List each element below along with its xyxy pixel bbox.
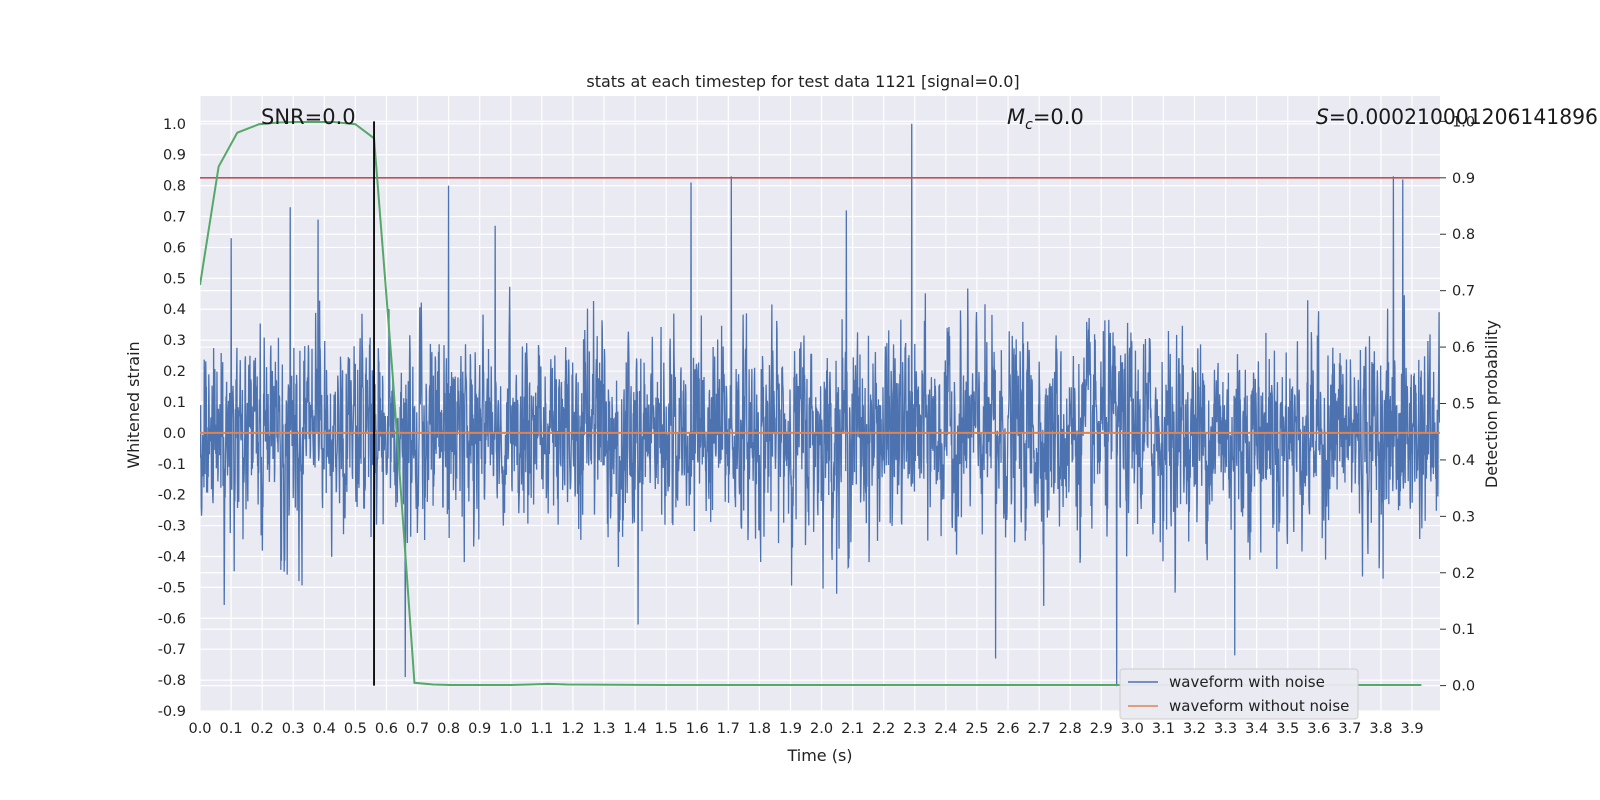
x-tick-label: 3.9 xyxy=(1400,721,1423,737)
y2-tick-label: 0.8 xyxy=(1452,227,1475,243)
x-tick-label: 3.6 xyxy=(1307,721,1330,737)
x-tick-label: 0.9 xyxy=(468,721,491,737)
x-tick-label: 2.8 xyxy=(1059,721,1082,737)
y-tick-label: 0.5 xyxy=(163,271,186,287)
x-tick-label: 3.3 xyxy=(1214,721,1237,737)
x-tick-label: 0.7 xyxy=(406,721,429,737)
waveform-with-noise-line xyxy=(200,123,1440,687)
x-tick-label: 0.4 xyxy=(313,721,336,737)
y2-tick-label: 1.0 xyxy=(1452,114,1475,130)
chart-title: stats at each timestep for test data 112… xyxy=(586,72,1019,91)
x-tick-label: 2.4 xyxy=(934,721,957,737)
x-tick-label: 1.2 xyxy=(561,721,584,737)
x-tick-label: 3.0 xyxy=(1121,721,1144,737)
y-tick-label: 0.8 xyxy=(163,179,186,195)
x-axis-label: Time (s) xyxy=(786,746,852,765)
x-tick-label: 1.8 xyxy=(748,721,771,737)
y-tick-label: 0.6 xyxy=(163,240,186,256)
x-tick-label: 0.3 xyxy=(282,721,305,737)
x-tick-label: 2.5 xyxy=(965,721,988,737)
series-detection-probability xyxy=(200,120,1422,687)
y2-tick-label: 0.0 xyxy=(1452,679,1475,695)
s-annotation: S=0.00021000120614189​6 xyxy=(1316,105,1598,129)
y2-tick-label: 0.9 xyxy=(1452,171,1475,187)
x-tick-label: 0.0 xyxy=(188,721,211,737)
x-tick-label: 1.9 xyxy=(779,721,802,737)
y-tick-label: -0.7 xyxy=(158,642,186,658)
y-tick-label: 0.0 xyxy=(163,426,186,442)
y2-tick-label: 0.4 xyxy=(1452,453,1475,469)
x-tick-label: 0.5 xyxy=(344,721,367,737)
x-tick-label: 1.3 xyxy=(592,721,615,737)
y-tick-label: -0.8 xyxy=(158,673,186,689)
legend-box xyxy=(1119,668,1359,720)
y2-tick-label: 0.2 xyxy=(1452,566,1475,582)
legend: waveform with noise waveform without noi… xyxy=(1119,668,1359,720)
legend-label-noise: waveform with noise xyxy=(1169,673,1325,691)
detection-probability-line xyxy=(200,120,1422,687)
y-tick-label: 0.4 xyxy=(163,302,186,318)
y-axis-ticks: 1.0 0.9 0.8 0.7 0.6 0.5 0.4 0.3 0.2 0.1 0.0 -0.1 -0.… xyxy=(158,117,186,720)
y-tick-label: -0.1 xyxy=(158,457,186,473)
x-tick-label: 1.0 xyxy=(499,721,522,737)
y-tick-label: -0.5 xyxy=(158,580,186,596)
x-tick-label: 0.8 xyxy=(437,721,460,737)
x-tick-label: 2.7 xyxy=(1028,721,1051,737)
y-tick-label: 0.9 xyxy=(163,148,186,164)
x-tick-label: 0.2 xyxy=(251,721,274,737)
y-tick-label: 1.0 xyxy=(163,117,186,133)
x-tick-label: 2.1 xyxy=(841,721,864,737)
y-tick-label: -0.4 xyxy=(158,549,186,565)
x-tick-label: 2.2 xyxy=(872,721,895,737)
x-tick-label: 2.6 xyxy=(996,721,1019,737)
plot-contents xyxy=(200,120,1440,687)
y2-axis-label: Detection probability xyxy=(1482,320,1501,488)
x-tick-label: 3.8 xyxy=(1369,721,1392,737)
y-tick-label: 0.1 xyxy=(163,395,186,411)
y-tick-label: 0.2 xyxy=(163,364,186,380)
y2-axis-ticks: 1.0 0.9 0.8 0.7 0.6 0.5 0.4 0.3 0.2 0.1 0.0 xyxy=(1440,114,1475,695)
x-tick-label: 1.4 xyxy=(624,721,647,737)
x-tick-label: 3.5 xyxy=(1276,721,1299,737)
y2-tick-label: 0.5 xyxy=(1452,397,1475,413)
x-tick-label: 2.9 xyxy=(1090,721,1113,737)
x-tick-label: 2.3 xyxy=(903,721,926,737)
x-tick-label: 3.1 xyxy=(1152,721,1175,737)
y-tick-label: -0.6 xyxy=(158,611,186,627)
x-axis-ticks: 0.0 0.1 0.2 0.3 0.4 0.5 0.6 0.7 0.8 0.9 1.0 1.1 1.2 1… xyxy=(188,721,1423,737)
x-tick-label: 0.1 xyxy=(220,721,243,737)
x-tick-label: 1.6 xyxy=(686,721,709,737)
y-tick-label: 0.7 xyxy=(163,210,186,226)
x-tick-label: 1.7 xyxy=(717,721,740,737)
x-tick-label: 3.7 xyxy=(1338,721,1361,737)
y2-tick-label: 0.3 xyxy=(1452,509,1475,525)
snr-annotation: SNR=0.0 xyxy=(261,105,356,129)
chirp-mass-annotation: Mc=0.0 xyxy=(1007,105,1084,133)
legend-label-clean: waveform without noise xyxy=(1169,697,1349,715)
x-tick-label: 1.1 xyxy=(530,721,553,737)
x-tick-label: 3.4 xyxy=(1245,721,1268,737)
x-tick-label: 0.6 xyxy=(375,721,398,737)
y-tick-label: -0.3 xyxy=(158,519,186,535)
x-tick-label: 1.5 xyxy=(655,721,678,737)
series-waveform-with-noise xyxy=(200,123,1440,687)
y-tick-label: -0.2 xyxy=(158,488,186,504)
y2-tick-label: 0.1 xyxy=(1452,622,1475,638)
y2-tick-label: 0.6 xyxy=(1452,340,1475,356)
x-tick-label: 2.0 xyxy=(810,721,833,737)
y-tick-label: 0.3 xyxy=(163,333,186,349)
y-tick-label: -0.9 xyxy=(158,704,186,720)
y2-tick-label: 0.7 xyxy=(1452,284,1475,300)
y-axis-label: Whitened strain xyxy=(124,341,143,468)
x-tick-label: 3.2 xyxy=(1183,721,1206,737)
